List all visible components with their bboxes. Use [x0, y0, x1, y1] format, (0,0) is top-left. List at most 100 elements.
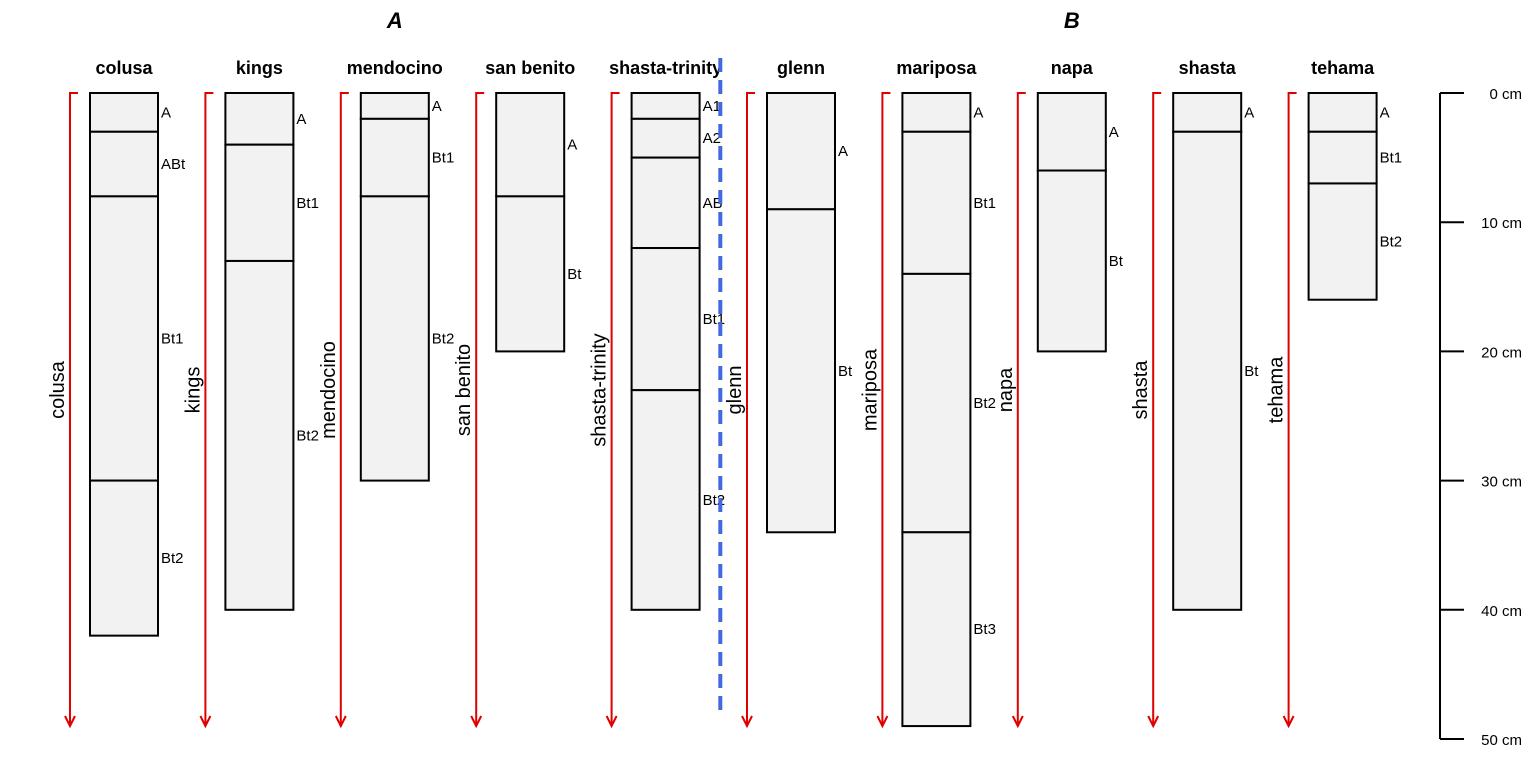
- depth-arrowhead-tehama: [1282, 715, 1295, 729]
- horizon-mariposa-bt2: [901, 272, 972, 534]
- profile-colusa: colusa colusa A ABt Bt1 Bt2: [47, 58, 186, 729]
- profile-side-label-kings: kings: [182, 367, 204, 414]
- depth-arrowhead-glenn: [741, 715, 753, 729]
- horizon-mariposa-bt3: [901, 531, 972, 728]
- profile-mendocino: mendocino mendocino A Bt1 Bt2: [318, 58, 455, 729]
- group-label-b: B: [1064, 8, 1080, 33]
- horizon-label-glenn-bt: Bt: [838, 363, 853, 380]
- depth-arrowhead-san-benito: [470, 715, 483, 729]
- depth-tick-label-20: 20 cm: [1481, 344, 1522, 361]
- horizon-shasta-trinity-bt2: [630, 389, 701, 611]
- depth-arrowhead-colusa: [64, 715, 76, 729]
- horizon-shasta-bt: [1172, 130, 1243, 611]
- depth-arrowhead-napa: [1011, 715, 1024, 729]
- horizon-shasta-a: [1172, 92, 1243, 133]
- horizon-label-mariposa-bt3: Bt3: [973, 621, 996, 638]
- depth-arrowhead-mariposa: [876, 715, 889, 729]
- horizon-label-colusa-a: A: [161, 104, 171, 121]
- horizon-shasta-trinity-a2: [630, 117, 701, 159]
- depth-arrowhead-kings: [199, 715, 212, 729]
- depth-tick-label-10: 10 cm: [1481, 215, 1522, 232]
- depth-tick-label-0: 0 cm: [1489, 86, 1522, 103]
- horizon-label-napa-bt: Bt: [1109, 253, 1124, 270]
- horizon-colusa-bt1: [89, 195, 159, 482]
- horizon-mendocino-bt2: [359, 195, 430, 482]
- depth-arrow-san-benito: [475, 92, 485, 726]
- horizon-label-glenn-a: A: [838, 143, 848, 160]
- horizon-label-shasta-a: A: [1244, 104, 1254, 121]
- profile-name-glenn: glenn: [777, 58, 825, 78]
- horizon-label-san-benito-a: A: [567, 137, 577, 154]
- horizon-label-tehama-a: A: [1380, 104, 1390, 121]
- horizon-shasta-trinity-ab: [630, 156, 701, 250]
- profile-name-tehama: tehama: [1311, 58, 1375, 78]
- horizon-mariposa-bt1: [901, 130, 972, 275]
- horizon-label-mendocino-bt1: Bt1: [432, 150, 455, 167]
- profile-san-benito: san benito san benito A Bt: [453, 58, 582, 729]
- profile-side-label-colusa: colusa: [47, 360, 69, 419]
- depth-arrow-napa: [1016, 92, 1026, 726]
- horizon-label-mariposa-bt1: Bt1: [973, 195, 996, 212]
- profile-mariposa: mariposa mariposa A Bt1 Bt2 Bt3: [859, 58, 996, 729]
- profile-side-label-glenn: glenn: [724, 366, 746, 415]
- depth-arrow-glenn: [746, 92, 755, 726]
- profile-napa: napa napa A Bt: [995, 58, 1124, 729]
- depth-arrow-colusa: [69, 92, 78, 726]
- profile-side-label-tehama: tehama: [1266, 356, 1288, 424]
- profile-name-shasta-trinity: shasta-trinity: [609, 58, 722, 78]
- profile-name-kings: kings: [236, 58, 283, 78]
- profile-name-san-benito: san benito: [485, 58, 575, 78]
- depth-arrowhead-shasta-trinity: [605, 715, 618, 729]
- horizon-mendocino-bt1: [359, 117, 430, 198]
- horizon-colusa-bt2: [89, 479, 159, 637]
- profile-side-label-mendocino: mendocino: [318, 341, 340, 439]
- depth-arrow-mendocino: [339, 92, 349, 726]
- depth-arrow-kings: [204, 92, 214, 726]
- profile-tehama: tehama tehama A Bt1 Bt2: [1266, 58, 1403, 729]
- profile-shasta: shasta shasta A Bt: [1130, 58, 1259, 729]
- horizon-colusa-a: [89, 92, 159, 133]
- horizon-label-shasta-trinity-a2: A2: [703, 130, 721, 147]
- horizon-label-kings-a: A: [296, 111, 306, 128]
- horizon-kings-bt2: [224, 259, 295, 611]
- horizon-shasta-trinity-bt1: [630, 247, 701, 392]
- profile-name-colusa: colusa: [95, 58, 153, 78]
- depth-tick-label-50: 50 cm: [1481, 732, 1522, 749]
- profile-side-label-shasta: shasta: [1130, 360, 1152, 420]
- depth-arrow-shasta: [1152, 92, 1162, 726]
- horizon-kings-bt1: [224, 143, 295, 262]
- profile-side-label-shasta-trinity: shasta-trinity: [589, 333, 611, 446]
- group-label-a: A: [386, 8, 403, 33]
- depth-tick-label-40: 40 cm: [1481, 603, 1522, 620]
- horizon-label-tehama-bt1: Bt1: [1380, 150, 1403, 167]
- horizon-label-kings-bt1: Bt1: [296, 195, 319, 212]
- horizon-label-colusa-bt2: Bt2: [161, 550, 184, 567]
- depth-tick-label-30: 30 cm: [1481, 474, 1522, 491]
- profile-kings: kings kings A Bt1 Bt2: [182, 58, 319, 729]
- profile-name-mendocino: mendocino: [347, 58, 443, 78]
- horizon-label-mariposa-a: A: [973, 104, 983, 121]
- horizon-mariposa-a: [901, 92, 972, 133]
- horizon-napa-a: [1036, 92, 1107, 172]
- depth-arrow-tehama: [1287, 92, 1297, 726]
- profile-name-mariposa: mariposa: [896, 58, 977, 78]
- horizon-label-colusa-abt: ABt: [161, 156, 186, 173]
- depth-arrowhead-shasta: [1147, 715, 1160, 729]
- depth-arrow-mariposa: [881, 92, 891, 726]
- horizon-label-mariposa-bt2: Bt2: [973, 395, 996, 412]
- horizon-tehama-a: [1307, 92, 1378, 133]
- horizon-glenn-a: [766, 92, 836, 211]
- depth-axis: 0 cm 10 cm 20 cm 30 cm 40 cm 50 cm: [1439, 86, 1522, 749]
- horizon-colusa-abt: [89, 130, 159, 198]
- profile-name-shasta: shasta: [1179, 58, 1237, 78]
- profile-side-label-mariposa: mariposa: [859, 348, 881, 431]
- depth-arrow-shasta-trinity: [610, 92, 620, 726]
- horizon-mendocino-a: [359, 92, 430, 120]
- horizon-tehama-bt1: [1307, 130, 1378, 185]
- horizon-label-mendocino-bt2: Bt2: [432, 330, 455, 347]
- horizon-tehama-bt2: [1307, 182, 1378, 301]
- horizon-label-san-benito-bt: Bt: [567, 266, 582, 283]
- horizon-label-tehama-bt2: Bt2: [1380, 234, 1403, 251]
